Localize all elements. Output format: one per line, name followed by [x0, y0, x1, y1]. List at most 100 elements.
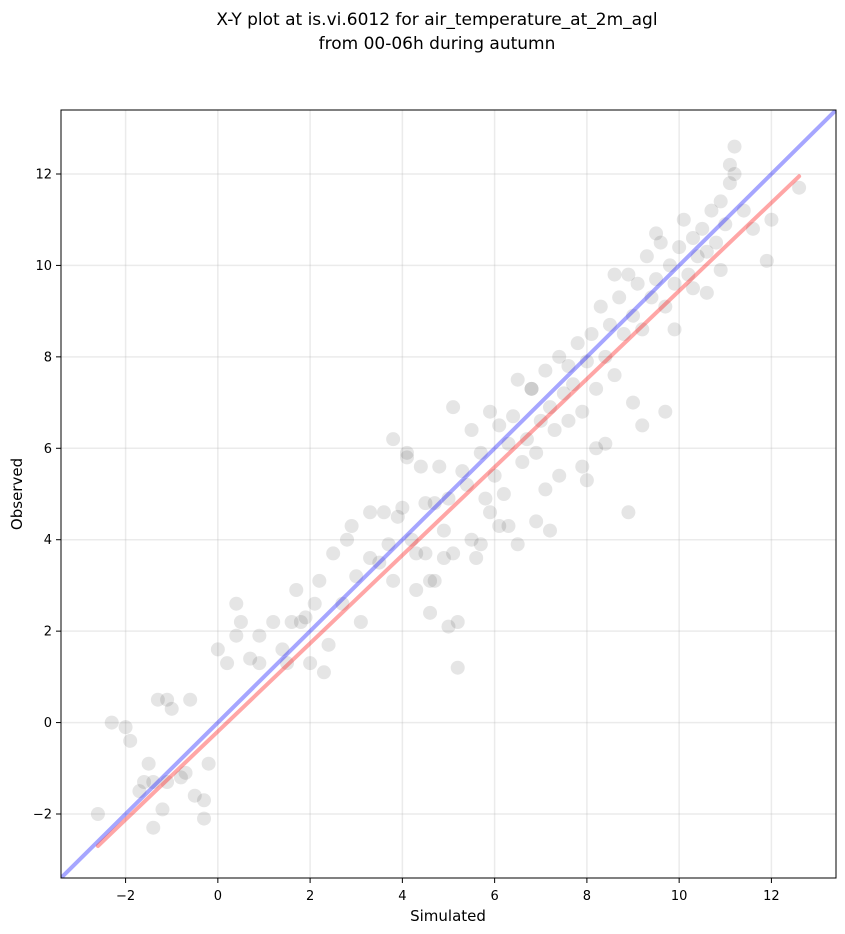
data-point	[459, 477, 474, 492]
data-point	[649, 272, 664, 287]
data-point	[626, 308, 641, 323]
data-point	[529, 514, 544, 529]
data-point	[492, 418, 507, 433]
data-point	[667, 322, 682, 337]
data-point	[483, 505, 498, 520]
x-tick-label: 2	[306, 889, 314, 904]
data-point	[487, 468, 502, 483]
data-point	[538, 363, 553, 378]
data-point	[556, 386, 571, 401]
data-point	[496, 487, 511, 501]
data-point	[478, 491, 493, 506]
data-point	[621, 505, 636, 520]
data-point	[141, 756, 156, 771]
data-point	[681, 267, 696, 282]
data-point	[386, 573, 401, 588]
data-point	[340, 532, 355, 547]
data-point	[533, 413, 548, 428]
data-point	[524, 381, 539, 396]
data-point	[464, 532, 479, 547]
data-point	[653, 235, 668, 250]
data-point	[441, 491, 456, 506]
data-point	[759, 253, 774, 268]
data-point	[699, 285, 714, 300]
data-point	[418, 546, 433, 561]
data-point	[598, 436, 613, 451]
data-point	[427, 573, 442, 588]
data-point	[146, 775, 161, 789]
x-tick-label: 12	[763, 889, 780, 904]
data-point	[312, 573, 327, 588]
data-point	[713, 263, 728, 277]
data-point	[612, 290, 627, 305]
data-point	[243, 651, 258, 666]
data-point	[727, 139, 742, 154]
data-point	[542, 523, 557, 538]
data-point	[90, 807, 105, 821]
data-point	[183, 692, 198, 707]
data-point	[626, 395, 641, 410]
data-point	[561, 359, 576, 373]
data-point	[353, 615, 368, 629]
data-point	[432, 459, 447, 474]
y-tick-label: 0	[44, 716, 52, 731]
data-point	[727, 167, 742, 181]
data-point	[233, 615, 248, 629]
data-point	[483, 404, 498, 419]
data-point	[593, 299, 608, 314]
data-point	[132, 784, 147, 799]
data-point	[579, 473, 594, 488]
y-axis-label: Observed	[8, 458, 26, 530]
chart-title-line1: X-Y plot at is.vi.6012 for air_temperatu…	[216, 10, 657, 30]
data-point	[123, 733, 138, 748]
data-point	[672, 240, 687, 255]
data-point	[137, 775, 152, 789]
data-point	[187, 788, 202, 803]
data-point	[685, 231, 700, 245]
data-point	[399, 445, 414, 460]
data-point	[635, 418, 650, 433]
data-point	[321, 637, 336, 652]
data-point	[584, 327, 599, 341]
data-point	[570, 336, 585, 351]
y-tick-label: 6	[44, 442, 52, 457]
data-point	[146, 820, 161, 835]
data-point	[704, 203, 719, 218]
data-point	[229, 596, 244, 611]
regression-line	[95, 174, 802, 848]
x-tick-label: 4	[398, 889, 406, 904]
x-axis-ticks: −2 0 2 4 6 8 10 12	[116, 878, 780, 904]
data-point	[446, 400, 461, 415]
data-point	[524, 381, 539, 396]
data-point	[542, 400, 557, 415]
data-point	[579, 354, 594, 369]
data-point	[155, 802, 170, 817]
data-point	[395, 500, 410, 515]
data-point	[303, 656, 318, 671]
data-point	[104, 715, 119, 730]
data-point	[473, 445, 488, 460]
data-point	[501, 519, 516, 533]
data-point	[492, 519, 507, 533]
data-point	[280, 656, 295, 671]
data-point	[630, 276, 645, 291]
data-point	[298, 610, 313, 625]
data-point	[713, 194, 728, 209]
grid-lines	[61, 110, 836, 878]
data-point	[690, 249, 705, 264]
data-point	[464, 423, 479, 437]
data-point	[602, 317, 617, 332]
data-point	[644, 290, 659, 305]
y-tick-label: 8	[44, 350, 52, 365]
data-point	[418, 496, 433, 511]
fit-lines	[61, 110, 836, 878]
y-tick-label: 12	[35, 168, 52, 183]
data-point	[722, 176, 737, 191]
data-point	[616, 327, 631, 341]
data-point	[266, 615, 281, 629]
data-point	[201, 756, 216, 771]
data-point	[736, 203, 751, 218]
data-point	[699, 244, 714, 259]
data-point	[316, 665, 331, 680]
data-point	[363, 505, 378, 520]
